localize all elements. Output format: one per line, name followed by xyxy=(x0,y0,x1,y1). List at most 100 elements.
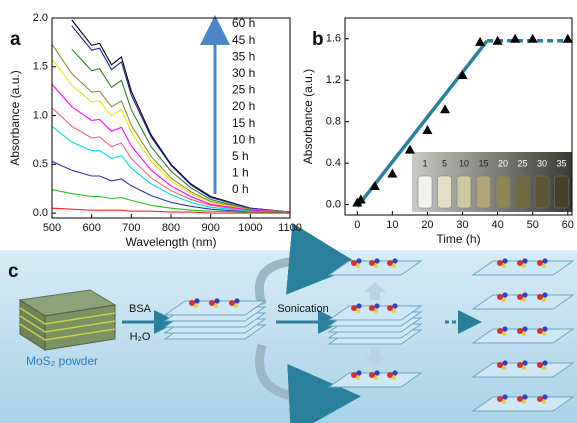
data-point xyxy=(475,36,486,46)
legend-label: 20 h xyxy=(232,99,255,113)
protein xyxy=(374,303,380,309)
protein xyxy=(517,294,523,300)
data-point xyxy=(422,124,433,134)
protein xyxy=(351,305,357,311)
protein xyxy=(369,372,375,378)
protein xyxy=(356,309,360,313)
protein xyxy=(517,260,523,266)
x-tick-label: 800 xyxy=(162,222,180,234)
x-tick-label: 10 xyxy=(386,219,398,231)
protein xyxy=(522,326,528,332)
inset-label: 20 xyxy=(498,158,508,168)
protein xyxy=(392,258,398,264)
plot-frame xyxy=(344,17,573,216)
nanosheet xyxy=(471,292,575,310)
protein xyxy=(502,258,508,264)
protein xyxy=(537,362,543,368)
protein xyxy=(522,366,526,370)
protein xyxy=(392,309,396,313)
x-tick-label: 700 xyxy=(122,222,140,234)
y-tick-label: 1.6 xyxy=(326,33,341,45)
protein xyxy=(194,304,198,308)
protein xyxy=(209,300,215,306)
spectrum-line xyxy=(71,25,290,213)
nanosheet xyxy=(327,258,423,276)
protein xyxy=(522,298,526,302)
legend-label: 60 h xyxy=(232,16,255,30)
protein xyxy=(374,258,380,264)
protein xyxy=(392,303,398,309)
nanosheet xyxy=(471,258,575,276)
data-point xyxy=(369,180,380,190)
vial xyxy=(476,175,491,209)
protein xyxy=(392,370,398,376)
protein xyxy=(369,305,375,311)
protein xyxy=(502,360,508,366)
protein xyxy=(189,300,195,306)
protein xyxy=(522,258,528,264)
spectrum-line xyxy=(52,58,290,213)
legend-label: 35 h xyxy=(232,49,255,63)
inset-label: 35 xyxy=(556,158,566,168)
protein xyxy=(542,332,546,336)
y-tick-label: 1.2 xyxy=(326,74,341,86)
x-tick-label: 1100 xyxy=(278,222,302,234)
vial xyxy=(495,175,511,209)
legend-label: 0 h xyxy=(232,182,249,196)
protein xyxy=(234,304,238,308)
inset-label: 5 xyxy=(442,158,447,168)
protein xyxy=(502,264,506,268)
protein xyxy=(356,303,362,309)
vial xyxy=(417,175,433,209)
x-tick-label: 900 xyxy=(201,222,219,234)
vial xyxy=(534,175,550,209)
y-tick-label: 0.5 xyxy=(33,158,48,170)
inset-label: 10 xyxy=(459,158,469,168)
down-arrow xyxy=(364,348,386,366)
protein xyxy=(502,400,506,404)
fit-line xyxy=(355,39,489,208)
spectrum-line xyxy=(52,83,290,213)
protein xyxy=(351,260,357,266)
data-point xyxy=(527,33,538,43)
protein xyxy=(517,362,523,368)
vial xyxy=(515,175,530,209)
inset-label: 25 xyxy=(517,158,527,168)
protein xyxy=(522,360,528,366)
x-tick-label: 40 xyxy=(491,219,503,231)
y-tick-label: 1.5 xyxy=(33,61,48,73)
protein xyxy=(522,394,528,400)
protein xyxy=(522,332,526,336)
protein xyxy=(351,372,357,378)
process-label: Sonication xyxy=(277,303,328,315)
spectrum-line xyxy=(71,19,290,213)
vial xyxy=(437,175,452,209)
x-tick-label: 20 xyxy=(421,219,433,231)
protein xyxy=(497,328,503,334)
nanosheet xyxy=(471,360,575,378)
protein xyxy=(234,298,240,304)
powder-label: MoS₂ powder xyxy=(26,354,98,368)
panel-label: c xyxy=(8,261,19,282)
curved-arrow xyxy=(255,343,361,423)
protein xyxy=(356,370,362,376)
curved-arrow xyxy=(254,222,361,307)
protein xyxy=(502,326,508,332)
y-tick-label: 0.0 xyxy=(33,207,48,219)
protein xyxy=(374,370,380,376)
inset-label: 1 xyxy=(422,158,427,168)
protein xyxy=(537,260,543,266)
legend-label: 15 h xyxy=(232,116,255,130)
reagent-label: BSA xyxy=(129,303,152,315)
protein xyxy=(229,300,235,306)
protein xyxy=(537,396,543,402)
data-point xyxy=(355,194,366,204)
protein xyxy=(387,305,393,311)
data-point xyxy=(404,144,415,154)
y-tick-label: 1.0 xyxy=(33,109,48,121)
protein xyxy=(497,362,503,368)
spectrum-line xyxy=(52,207,290,214)
protein xyxy=(374,264,378,268)
